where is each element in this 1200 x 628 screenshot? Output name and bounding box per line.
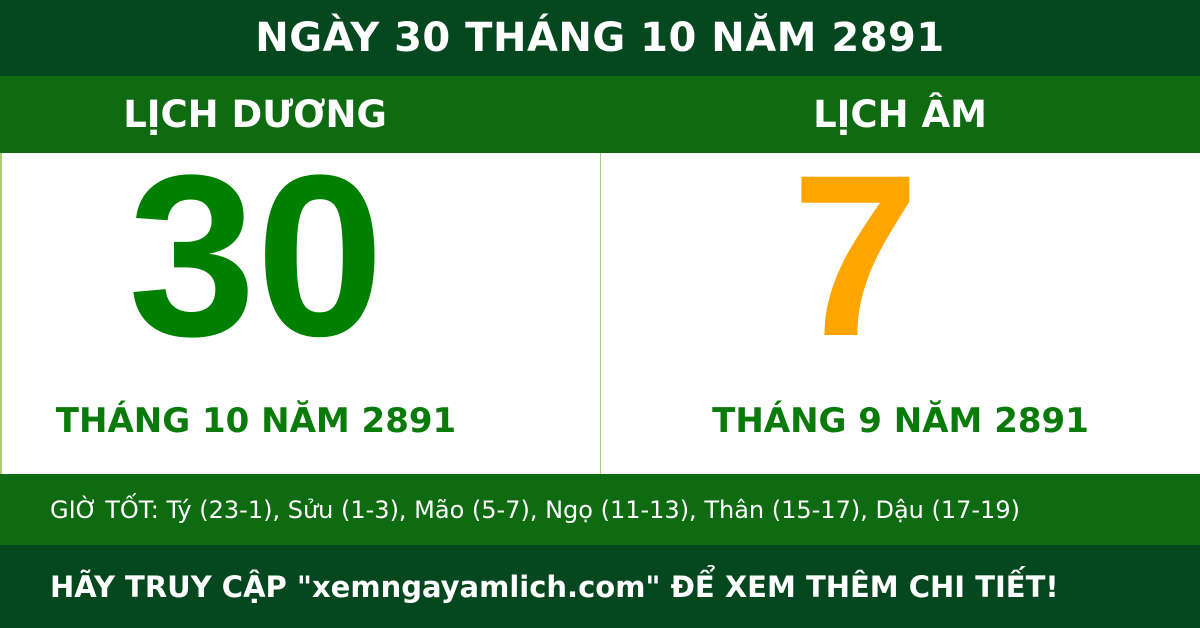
solar-panel: 30 THÁNG 10 NĂM 2891 bbox=[2, 141, 601, 474]
lunar-label: LỊCH ÂM bbox=[813, 93, 987, 136]
lunar-panel: 7 THÁNG 9 NĂM 2891 bbox=[601, 141, 1200, 474]
solar-label: LỊCH DƯƠNG bbox=[123, 93, 387, 136]
calendar-body: 30 THÁNG 10 NĂM 2891 7 THÁNG 9 NĂM 2891 bbox=[0, 141, 1200, 474]
good-hours: GIỜ TỐT: Tý (23-1), Sửu (1-3), Mão (5-7)… bbox=[0, 474, 1200, 545]
page-title: NGÀY 30 THÁNG 10 NĂM 2891 bbox=[0, 0, 1200, 76]
footer-cta: HÃY TRUY CẬP "xemngayamlich.com" ĐỂ XEM … bbox=[0, 545, 1200, 628]
calendar-headers: LỊCH DƯƠNG LỊCH ÂM bbox=[0, 76, 1200, 153]
lunar-month-year: THÁNG 9 NĂM 2891 bbox=[712, 401, 1089, 441]
solar-day: 30 bbox=[128, 127, 384, 384]
lunar-day: 7 bbox=[791, 127, 920, 384]
solar-month-year: THÁNG 10 NĂM 2891 bbox=[55, 401, 457, 441]
